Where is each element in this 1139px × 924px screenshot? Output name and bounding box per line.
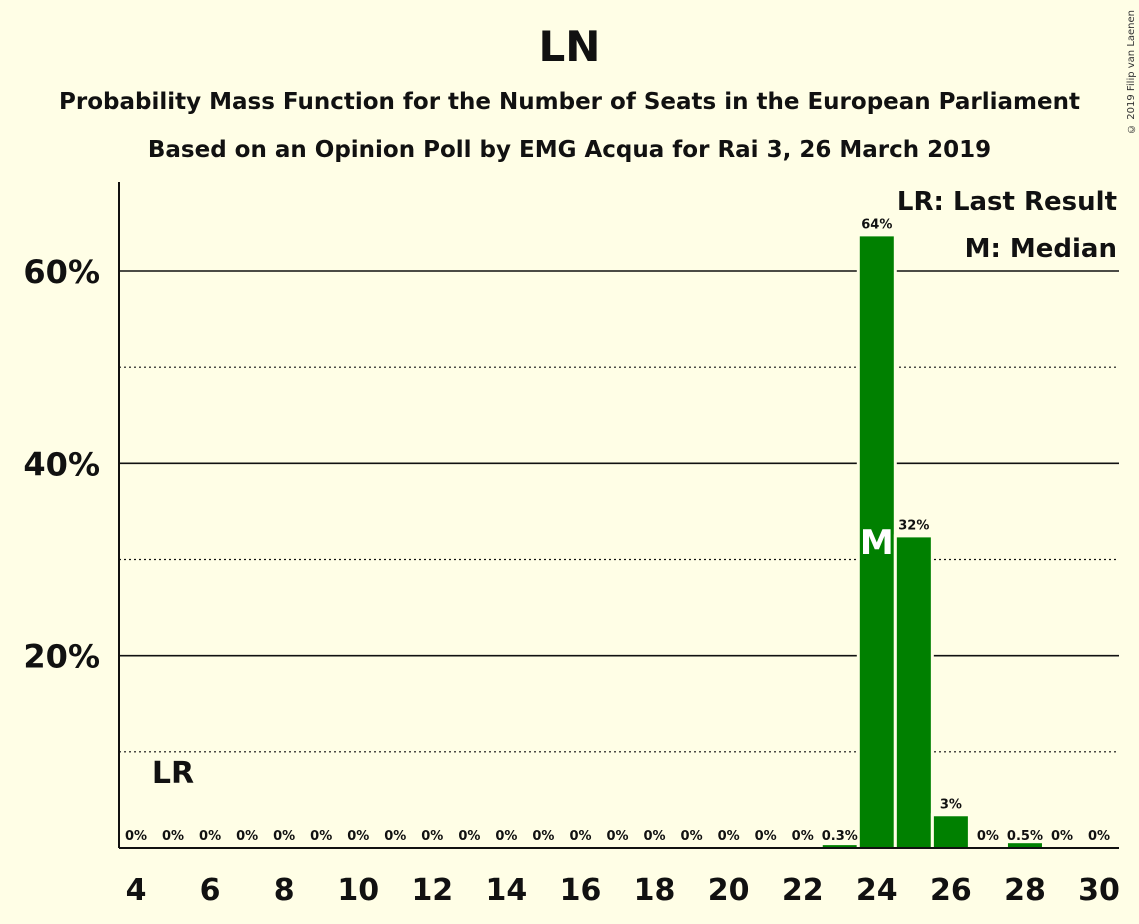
- bar-label-18: 0%: [644, 829, 666, 844]
- bar-labels: 0% 0% 0% 0% 0% 0% 0% 0% 0% 0% 0% 0% 0% 0% 0% 0% 0% 0% 0% 0.…: [125, 217, 1110, 844]
- x-tick-18: 18: [634, 873, 676, 908]
- legend-entry-1: M: Median: [965, 234, 1117, 264]
- bar-label-12: 0%: [421, 829, 443, 844]
- bar-label-23: 0.3%: [822, 829, 858, 844]
- bar-label-20: 0%: [718, 829, 740, 844]
- bar-label-11: 0%: [384, 829, 406, 844]
- x-tick-10: 10: [337, 873, 379, 908]
- y-tick-40: 40%: [23, 445, 100, 483]
- bar-label-26: 3%: [940, 797, 962, 812]
- bar-label-14: 0%: [495, 829, 517, 844]
- bar-label-6: 0%: [199, 829, 221, 844]
- legend-entry-0: LR: Last Result: [897, 187, 1117, 217]
- last-result-marker: LR: [152, 756, 194, 791]
- legend-bg-0: [890, 185, 1119, 219]
- bar-label-21: 0%: [755, 829, 777, 844]
- x-tick-4: 4: [126, 873, 147, 908]
- chart-title: LN: [538, 22, 601, 71]
- chart-subtitle-source: Based on an Opinion Poll by EMG Acqua fo…: [147, 137, 992, 163]
- x-tick-14: 14: [486, 873, 528, 908]
- bar-28: [1007, 843, 1042, 848]
- bar-label-5: 0%: [162, 829, 184, 844]
- bar-label-24: 64%: [861, 217, 892, 232]
- x-tick-28: 28: [1004, 873, 1046, 908]
- bar-26: [933, 816, 968, 848]
- bar-label-9: 0%: [310, 829, 332, 844]
- x-tick-12: 12: [411, 873, 453, 908]
- x-tick-30: 30: [1078, 873, 1120, 908]
- x-tick-22: 22: [782, 873, 824, 908]
- x-tick-6: 6: [200, 873, 221, 908]
- bar-label-22: 0%: [792, 829, 814, 844]
- bar-25: [896, 537, 931, 848]
- legend-bg-1: [958, 232, 1119, 266]
- bar-label-16: 0%: [569, 829, 591, 844]
- x-tick-26: 26: [930, 873, 972, 908]
- grid-lines: [119, 270, 1119, 753]
- bar-label-17: 0%: [606, 829, 628, 844]
- bar-23: [822, 845, 857, 848]
- bar-label-7: 0%: [236, 829, 258, 844]
- bar-label-29: 0%: [1051, 829, 1073, 844]
- bar-label-4: 0%: [125, 829, 147, 844]
- bar-label-27: 0%: [977, 829, 999, 844]
- bars: [819, 233, 1045, 848]
- bar-label-8: 0%: [273, 829, 295, 844]
- bar-label-28: 0.5%: [1007, 829, 1043, 844]
- chart-subtitle: Probability Mass Function for the Number…: [59, 89, 1080, 115]
- bar-label-19: 0%: [681, 829, 703, 844]
- y-tick-60: 60%: [23, 253, 100, 291]
- bar-gap-23: [819, 842, 860, 848]
- bar-label-10: 0%: [347, 829, 369, 844]
- x-tick-20: 20: [708, 873, 750, 908]
- bar-label-30: 0%: [1088, 829, 1110, 844]
- x-tick-24: 24: [856, 873, 898, 908]
- bar-label-25: 32%: [898, 518, 929, 533]
- median-marker: M: [860, 523, 894, 563]
- x-tick-8: 8: [274, 873, 295, 908]
- bar-24: [859, 236, 894, 848]
- bar-label-15: 0%: [532, 829, 554, 844]
- y-tick-20: 20%: [23, 638, 100, 676]
- x-tick-16: 16: [560, 873, 602, 908]
- legend: LR: Last Result M: Median: [890, 185, 1119, 266]
- bar-label-13: 0%: [458, 829, 480, 844]
- axes: 20% 40% 60% 4 6 8 10 12 14 16 18 20 22 24 26 28 30: [23, 182, 1120, 908]
